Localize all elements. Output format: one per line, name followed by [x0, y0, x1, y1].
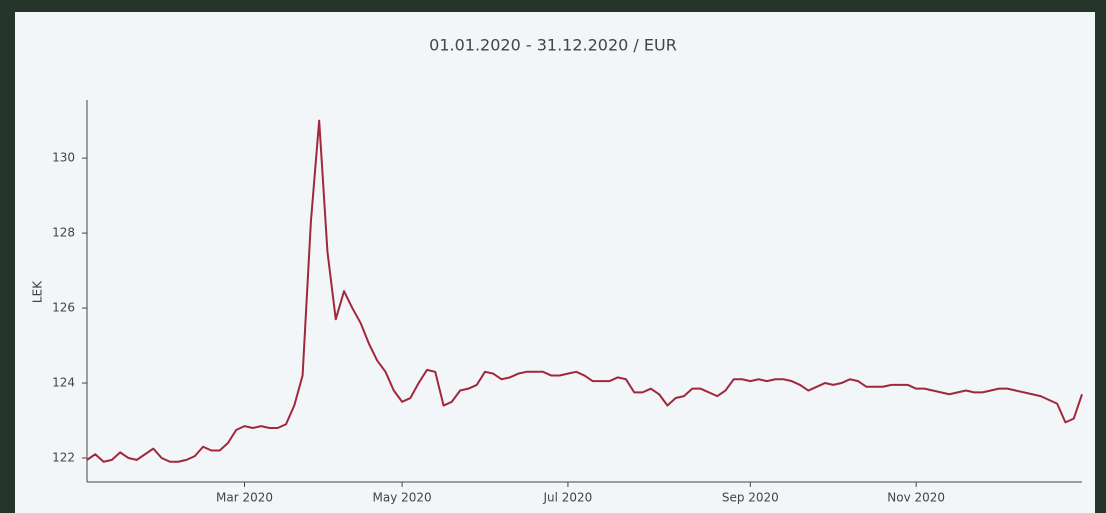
y-tick-label: 122 [52, 451, 75, 465]
x-tick-label: Jul 2020 [542, 491, 592, 505]
y-tick-label: 130 [52, 151, 75, 165]
chart-title: 01.01.2020 - 31.12.2020 / EUR [429, 36, 677, 55]
x-tick-label: Nov 2020 [887, 491, 945, 505]
panel [15, 12, 1095, 513]
line-series [86, 119, 1083, 463]
x-tick-label: Sep 2020 [722, 491, 779, 505]
x-tick-label: May 2020 [372, 491, 431, 505]
y-tick-label: 124 [52, 376, 75, 390]
x-tick-label: Mar 2020 [216, 491, 273, 505]
y-tick-label: 128 [52, 226, 75, 240]
y-tick-label: 126 [52, 301, 75, 315]
y-axis-label: LEK [31, 280, 45, 303]
